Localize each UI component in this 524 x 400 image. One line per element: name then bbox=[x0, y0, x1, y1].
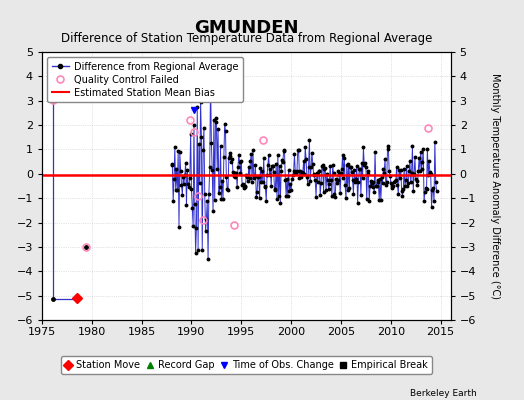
Legend: Station Move, Record Gap, Time of Obs. Change, Empirical Break: Station Move, Record Gap, Time of Obs. C… bbox=[61, 356, 432, 374]
Text: Berkeley Earth: Berkeley Earth bbox=[410, 389, 477, 398]
Title: GMUNDEN: GMUNDEN bbox=[194, 18, 299, 36]
Text: Difference of Station Temperature Data from Regional Average: Difference of Station Temperature Data f… bbox=[61, 32, 432, 45]
Y-axis label: Monthly Temperature Anomaly Difference (°C): Monthly Temperature Anomaly Difference (… bbox=[490, 73, 500, 299]
